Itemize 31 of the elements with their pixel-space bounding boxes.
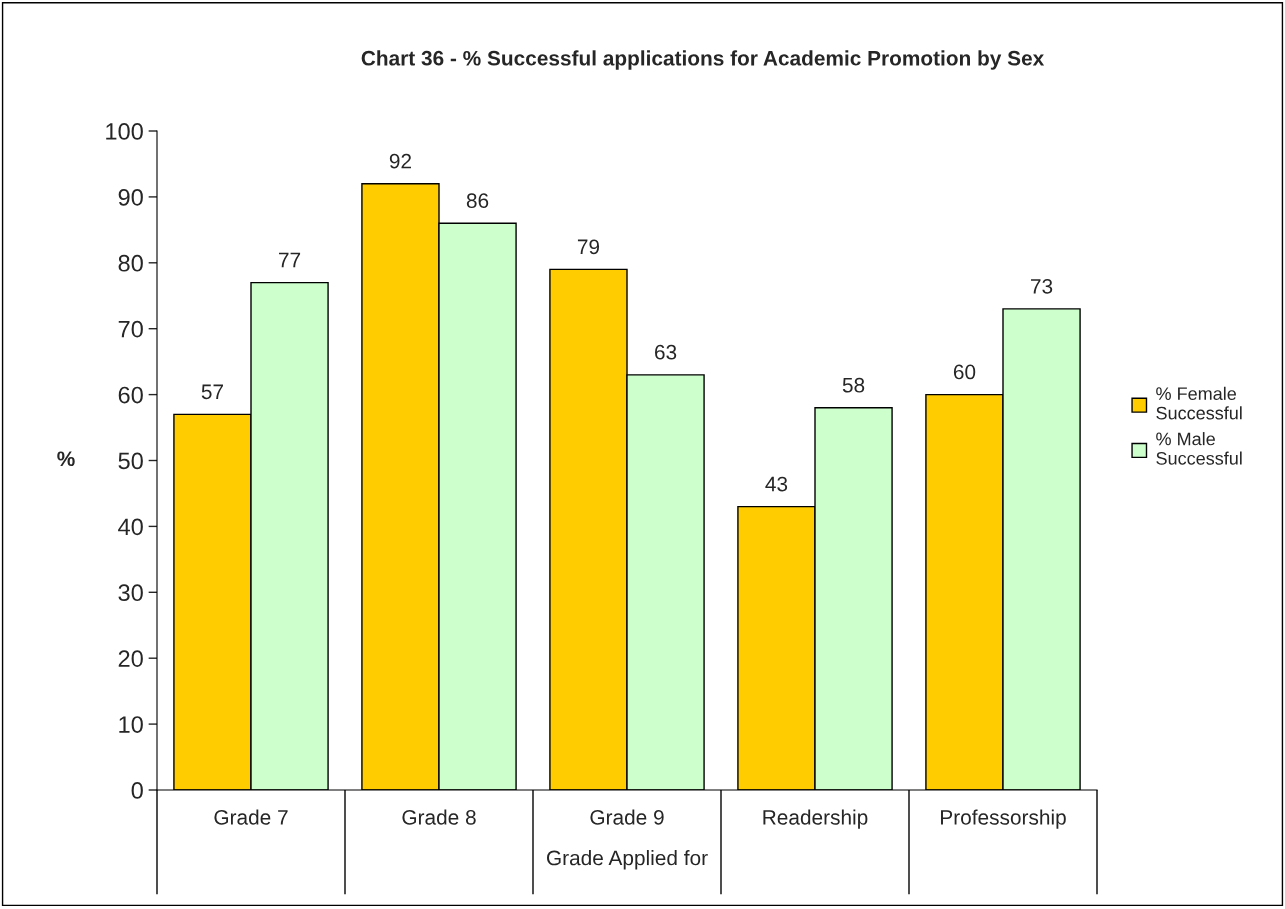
x-tick-label: Readership	[763, 809, 868, 829]
data-label: 92	[389, 153, 411, 169]
x-axis-title: Grade Applied for	[546, 850, 708, 870]
x-tick-label: Grade 9	[590, 809, 664, 825]
y-tick-label: 100	[106, 123, 143, 140]
y-tick-label: 90	[118, 188, 143, 206]
data-label: 63	[655, 344, 677, 360]
y-tick-label: 50	[118, 452, 143, 470]
y-tick-label: 40	[118, 518, 143, 536]
data-label: 58	[842, 377, 865, 393]
y-tick-label: 0	[131, 782, 143, 799]
data-label: 57	[201, 384, 223, 400]
y-tick-label: 30	[118, 584, 143, 602]
chart-title: Chart 36 - % Successful applications for Academic Promotion by Sex	[361, 50, 1045, 70]
legend-label: % Male Successful	[1156, 432, 1242, 465]
y-tick-label: 80	[118, 254, 143, 272]
data-label: 86	[466, 193, 489, 209]
data-label: 79	[577, 239, 600, 255]
data-label: 60	[953, 364, 976, 380]
x-tick-label: Professorship	[941, 809, 1066, 829]
legend-label: % Female Successful	[1156, 386, 1242, 420]
y-axis-title: %	[57, 451, 75, 467]
y-tick-label: 10	[119, 716, 143, 733]
data-label: 73	[1031, 278, 1053, 294]
data-label: 43	[765, 476, 788, 492]
data-label: 77	[279, 252, 301, 268]
y-tick-label: 70	[118, 320, 143, 338]
x-tick-label: Grade 8	[402, 809, 476, 825]
y-tick-label: 20	[118, 650, 143, 667]
x-tick-label: Grade 7	[214, 809, 288, 825]
y-tick-label: 60	[118, 386, 143, 404]
